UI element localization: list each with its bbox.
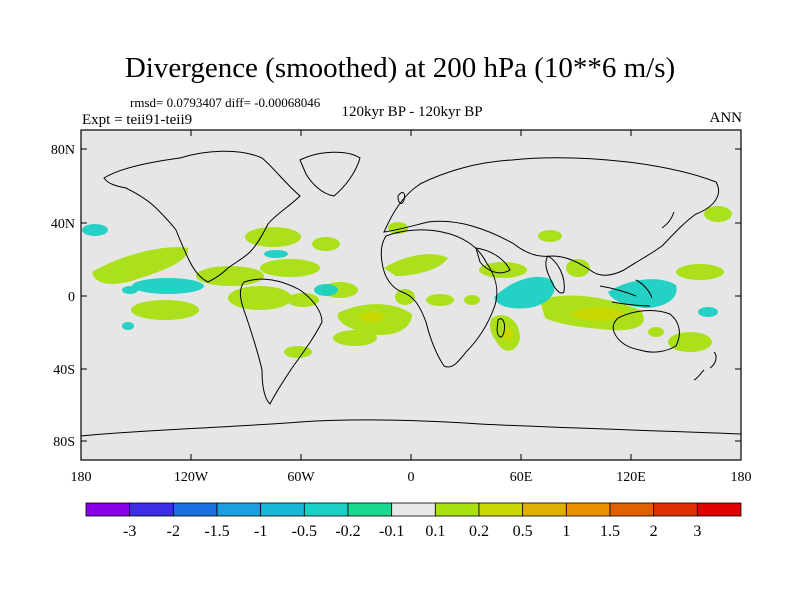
colorbar-swatch [696,502,742,517]
x-tick-180w: 180 [71,470,92,485]
colorbar-label: -0.1 [379,523,404,540]
colorbar-labels: -3 -2 -1.5 -1 -0.5 -0.2 -0.1 0.1 0.2 0.5 1 1.5 2 3 [123,523,701,540]
y-axis-labels: 80N 40N 0 40S 80S [51,143,75,450]
colorbar-label: -1 [254,523,267,540]
x-tick-0: 0 [408,470,415,485]
colorbar-swatch [653,502,698,517]
x-tick-120e: 120E [616,470,646,485]
colorbar-swatch [347,502,393,517]
x-tick-120w: 120W [174,470,209,485]
positive-regions [92,206,732,358]
colorbar-swatch [129,502,174,517]
x-tick-180e: 180 [731,470,752,485]
colorbar-label: 1.5 [600,523,620,540]
colorbar-label: 3 [693,523,701,540]
y-tick-0: 0 [68,290,75,305]
y-tick-80n: 80N [51,143,75,158]
colorbar-swatch [303,502,349,517]
map-title: Divergence (smoothed) at 200 hPa (10**6 … [124,52,676,84]
y-tick-40n: 40N [51,217,75,232]
colorbar-label: 0.1 [425,523,445,540]
negative-regions [82,224,718,330]
colorbar-swatch [85,502,131,517]
colorbar-swatch [434,502,480,517]
colorbar-label: -0.5 [292,523,317,540]
colorbar [85,502,742,517]
colorbar-swatch [609,502,655,517]
positive-core-regions [360,307,624,340]
x-axis-labels: 180 120W 60W 0 60E 120E 180 [71,470,752,485]
colorbar-swatch [522,502,567,517]
colorbar-swatch [172,502,218,517]
colorbar-label: -1.5 [204,523,229,540]
coastlines [80,150,742,437]
x-tick-60e: 60E [510,470,533,485]
colorbar-label: -2 [167,523,180,540]
stats-label: rmsd= 0.0793407 diff= -0.00068046 [130,95,321,110]
colorbar-swatch [391,502,436,517]
colorbar-label: -0.2 [335,523,360,540]
y-tick-40s: 40S [53,363,75,378]
colorbar-label: -3 [123,523,136,540]
x-tick-60w: 60W [287,470,315,485]
period-label: 120kyr BP - 120kyr BP [341,104,483,120]
season-label: ANN [709,110,743,126]
colorbar-label: 0.2 [469,523,489,540]
colorbar-label: 2 [650,523,658,540]
colorbar-swatch [565,502,611,517]
tick-marks [81,130,741,460]
colorbar-label: 0.5 [513,523,533,540]
colorbar-swatch [216,502,262,517]
colorbar-swatch [260,502,305,517]
colorbar-label: 1 [562,523,570,540]
map-panel: 80N 40N 0 40S 80S 180 120W 60W 0 60E 120… [51,129,752,485]
experiment-label: Expt = teii91-teii9 [82,112,193,128]
y-tick-80s: 80S [53,435,75,450]
colorbar-swatch [478,502,524,517]
